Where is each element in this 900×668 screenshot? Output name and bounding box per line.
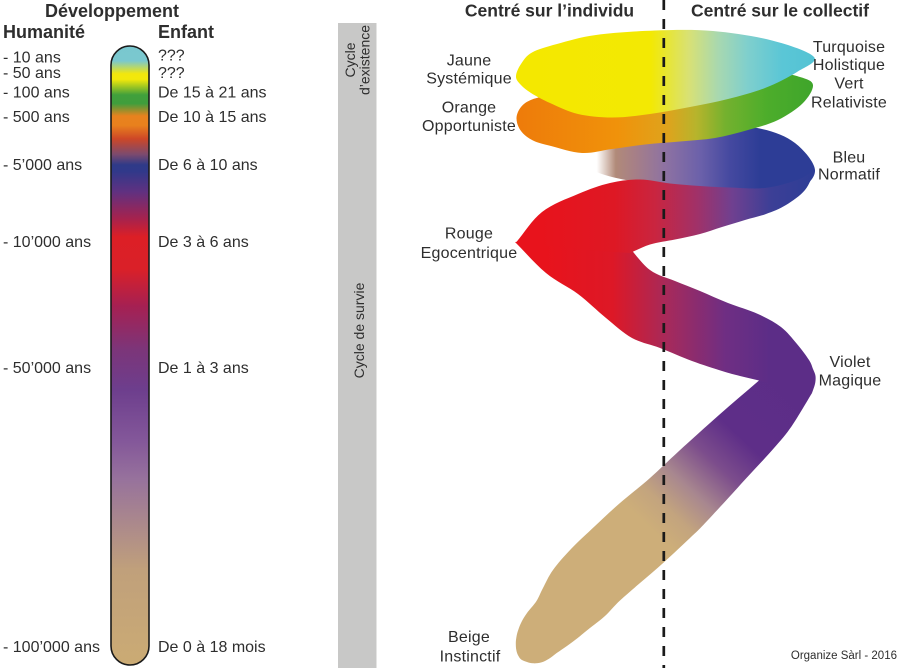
svg-text:Enfant: Enfant <box>158 22 214 42</box>
svg-text:Normatif: Normatif <box>818 166 880 183</box>
svg-text:d’existence: d’existence <box>357 25 373 95</box>
svg-text:Cycle de survie: Cycle de survie <box>351 282 367 378</box>
svg-text:De 0 à 18 mois: De 0 à 18 mois <box>158 639 266 656</box>
svg-text:Bleu: Bleu <box>833 150 866 167</box>
svg-text:???: ??? <box>158 47 185 64</box>
svg-text:Rouge: Rouge <box>445 225 493 242</box>
svg-text:Violet: Violet <box>830 354 871 371</box>
svg-text:Relativiste: Relativiste <box>811 95 887 112</box>
svg-text:Systémique: Systémique <box>426 71 512 88</box>
svg-text:- 500 ans: - 500 ans <box>3 109 70 126</box>
svg-text:- 100’000 ans: - 100’000 ans <box>3 639 100 656</box>
svg-text:Développement: Développement <box>45 1 179 21</box>
svg-text:Cycle: Cycle <box>342 42 358 77</box>
svg-text:De 1 à 3 ans: De 1 à 3 ans <box>158 360 249 377</box>
svg-text:Centré sur l’individu: Centré sur l’individu <box>465 1 634 21</box>
svg-text:- 10’000 ans: - 10’000 ans <box>3 234 91 251</box>
svg-text:Turquoise: Turquoise <box>813 39 885 56</box>
svg-text:Vert: Vert <box>834 76 864 93</box>
svg-text:Opportuniste: Opportuniste <box>422 118 516 135</box>
svg-text:Humanité: Humanité <box>3 22 85 42</box>
svg-text:- 50’000 ans: - 50’000 ans <box>3 360 91 377</box>
svg-text:Holistique: Holistique <box>813 57 885 74</box>
svg-text:De 15 à 21 ans: De 15 à 21 ans <box>158 85 267 102</box>
svg-text:Jaune: Jaune <box>447 53 492 70</box>
svg-text:Orange: Orange <box>442 100 497 117</box>
svg-text:- 5’000 ans: - 5’000 ans <box>3 157 82 174</box>
svg-text:De 6 à 10 ans: De 6 à 10 ans <box>158 157 258 174</box>
svg-text:De 10 à 15 ans: De 10 à 15 ans <box>158 109 267 126</box>
svg-text:Centré sur le collectif: Centré sur le collectif <box>691 1 869 21</box>
svg-text:- 10 ans: - 10 ans <box>3 49 61 66</box>
svg-text:Egocentrique: Egocentrique <box>421 245 518 262</box>
svg-text:Instinctif: Instinctif <box>440 648 501 665</box>
svg-text:Magique: Magique <box>819 373 882 390</box>
svg-text:Beige: Beige <box>448 629 490 646</box>
svg-text:- 50 ans: - 50 ans <box>3 65 61 82</box>
svg-text:???: ??? <box>158 65 185 82</box>
svg-text:De 3 à 6 ans: De 3 à 6 ans <box>158 234 249 251</box>
svg-text:- 100 ans: - 100 ans <box>3 85 70 102</box>
svg-text:Organize Sàrl - 2016: Organize Sàrl - 2016 <box>791 650 897 662</box>
